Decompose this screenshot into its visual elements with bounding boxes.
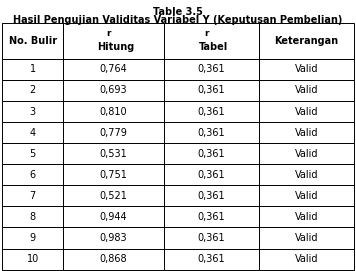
Text: 0,751: 0,751 [100,170,127,180]
Bar [63,122,164,143]
Text: Table 3.5: Table 3.5 [153,7,203,17]
Text: Keterangan: Keterangan [274,36,339,46]
Bar [259,207,354,227]
Text: 0,764: 0,764 [100,64,127,74]
Bar [2,122,63,143]
Bar [259,227,354,249]
Bar [63,164,164,185]
Text: 0,983: 0,983 [100,233,127,243]
Bar [164,164,259,185]
Bar [164,185,259,207]
Bar [63,80,164,101]
Text: Valid: Valid [295,128,318,138]
Bar [2,23,63,59]
Text: 3: 3 [30,107,36,117]
Text: 10: 10 [26,254,39,264]
Text: Valid: Valid [295,64,318,74]
Text: Valid: Valid [295,254,318,264]
Bar [63,207,164,227]
Bar [63,227,164,249]
Bar [164,101,259,122]
Bar [259,59,354,80]
Text: r: r [106,29,111,38]
Text: Tabel: Tabel [199,42,228,52]
Bar [259,185,354,207]
Text: 0,944: 0,944 [100,212,127,222]
Text: 0,361: 0,361 [198,254,225,264]
Text: 0,361: 0,361 [198,149,225,159]
Text: 1: 1 [30,64,36,74]
Text: 0,693: 0,693 [100,85,127,95]
Text: Valid: Valid [295,170,318,180]
Text: 0,361: 0,361 [198,212,225,222]
Bar [63,23,164,59]
Text: 0,810: 0,810 [100,107,127,117]
Bar [2,101,63,122]
Bar [63,101,164,122]
Text: Valid: Valid [295,85,318,95]
Text: 5: 5 [30,149,36,159]
Bar [164,23,259,59]
Bar [164,207,259,227]
Text: 6: 6 [30,170,36,180]
Bar [259,249,354,270]
Bar [164,143,259,164]
Text: 0,531: 0,531 [100,149,127,159]
Text: Valid: Valid [295,191,318,201]
Text: Hasil Pengujian Validitas Variabel Y (Keputusan Pembelian): Hasil Pengujian Validitas Variabel Y (Ke… [13,15,343,25]
Text: 0,361: 0,361 [198,128,225,138]
Bar [2,227,63,249]
Text: 9: 9 [30,233,36,243]
Text: 0,779: 0,779 [100,128,127,138]
Bar [2,80,63,101]
Bar [164,59,259,80]
Text: r: r [204,29,209,38]
Text: Valid: Valid [295,212,318,222]
Text: Hitung: Hitung [97,42,134,52]
Bar [259,23,354,59]
Bar [259,143,354,164]
Text: 0,868: 0,868 [100,254,127,264]
Bar [63,143,164,164]
Bar [259,80,354,101]
Bar [2,207,63,227]
Text: 0,361: 0,361 [198,107,225,117]
Bar [63,59,164,80]
Bar [2,59,63,80]
Text: Valid: Valid [295,149,318,159]
Bar [2,185,63,207]
Bar [164,227,259,249]
Bar [259,122,354,143]
Bar [164,122,259,143]
Bar [2,249,63,270]
Bar [259,101,354,122]
Text: 4: 4 [30,128,36,138]
Text: 0,361: 0,361 [198,233,225,243]
Bar [164,80,259,101]
Text: 2: 2 [30,85,36,95]
Text: 7: 7 [30,191,36,201]
Bar [63,249,164,270]
Text: 0,521: 0,521 [100,191,127,201]
Bar [63,185,164,207]
Text: No. Bulir: No. Bulir [9,36,57,46]
Text: 0,361: 0,361 [198,64,225,74]
Text: Valid: Valid [295,107,318,117]
Text: 0,361: 0,361 [198,191,225,201]
Text: 0,361: 0,361 [198,85,225,95]
Bar [2,164,63,185]
Text: Valid: Valid [295,233,318,243]
Bar [2,143,63,164]
Bar [259,164,354,185]
Text: 8: 8 [30,212,36,222]
Bar [164,249,259,270]
Text: 0,361: 0,361 [198,170,225,180]
